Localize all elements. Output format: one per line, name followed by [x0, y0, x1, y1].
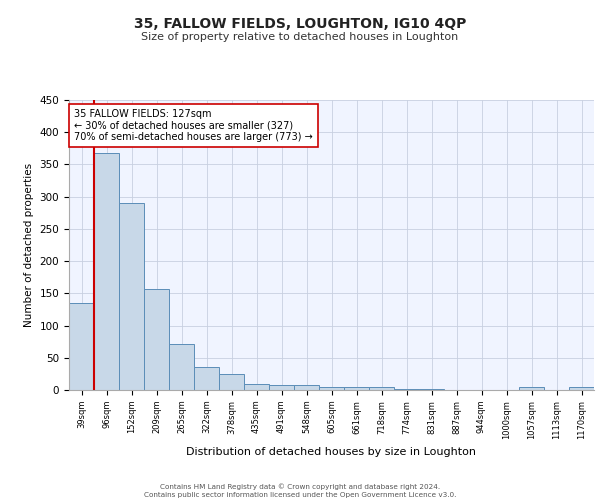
Bar — [319, 388, 344, 390]
Bar — [269, 385, 294, 390]
Bar — [144, 290, 169, 390]
Bar — [569, 388, 594, 390]
Bar — [169, 344, 194, 390]
Bar — [69, 303, 94, 390]
Y-axis label: Number of detached properties: Number of detached properties — [24, 163, 34, 327]
Bar — [94, 153, 119, 390]
Bar — [119, 203, 144, 390]
Text: Size of property relative to detached houses in Loughton: Size of property relative to detached ho… — [142, 32, 458, 42]
Bar — [344, 388, 369, 390]
Text: 35 FALLOW FIELDS: 127sqm
← 30% of detached houses are smaller (327)
70% of semi-: 35 FALLOW FIELDS: 127sqm ← 30% of detach… — [74, 108, 313, 142]
Bar — [244, 384, 269, 390]
Bar — [294, 386, 319, 390]
Text: Contains HM Land Registry data © Crown copyright and database right 2024.
Contai: Contains HM Land Registry data © Crown c… — [144, 483, 456, 498]
Bar — [194, 367, 219, 390]
Bar — [419, 388, 444, 390]
Bar — [394, 388, 419, 390]
Bar — [519, 388, 544, 390]
Bar — [219, 374, 244, 390]
Bar — [369, 387, 394, 390]
Text: 35, FALLOW FIELDS, LOUGHTON, IG10 4QP: 35, FALLOW FIELDS, LOUGHTON, IG10 4QP — [134, 18, 466, 32]
X-axis label: Distribution of detached houses by size in Loughton: Distribution of detached houses by size … — [187, 447, 476, 457]
